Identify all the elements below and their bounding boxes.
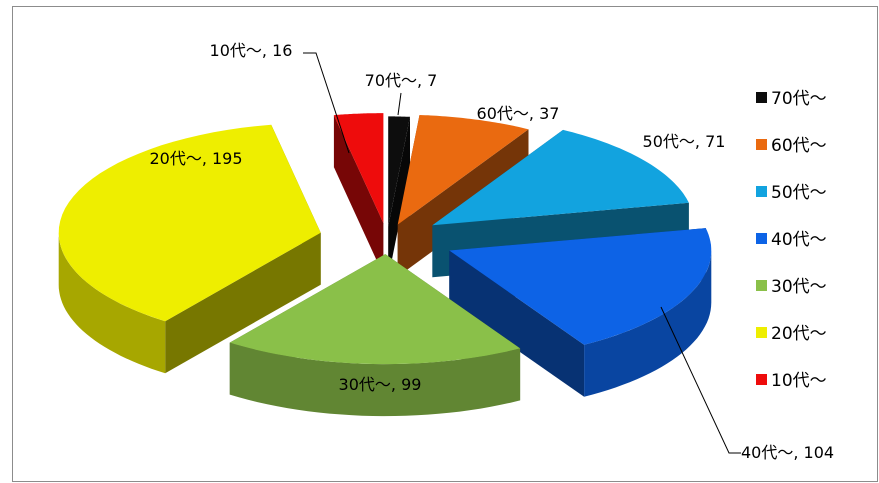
legend-label-s10: 10代～	[771, 371, 827, 391]
legend-swatch-s70	[756, 92, 767, 103]
pie-chart: 70代～, 7 60代～, 37 50代～, 71 40代～, 104 30代～, 99…	[58, 41, 834, 462]
pie-slice-s10-side-start	[333, 115, 384, 276]
pie-slice-s30-wall	[229, 342, 521, 417]
legend-swatch-s20	[756, 327, 767, 338]
data-label-s20: 20代～, 195	[149, 149, 242, 168]
legend-label-s50: 50代～	[771, 183, 827, 203]
legend-label-s20: 20代～	[771, 324, 827, 344]
legend-swatch-s10	[756, 374, 767, 385]
pie-slice-s40-side-end	[449, 250, 585, 397]
pie-slice-s10	[333, 113, 384, 224]
legend-label-s60: 60代～	[771, 136, 827, 156]
legend-label-s40: 40代～	[771, 230, 827, 250]
legend-swatch-s30	[756, 280, 767, 291]
pie-slice-s30	[229, 254, 521, 365]
data-label-s50: 50代～, 71	[643, 132, 726, 151]
pie-slice-s40	[449, 228, 712, 345]
data-label-s30: 30代～, 99	[339, 375, 422, 394]
legend-label-s30: 30代～	[771, 277, 827, 297]
data-label-s10: 10代～, 16	[210, 41, 293, 60]
pie-slice-s20-side-start	[165, 232, 321, 374]
leader-line-s10	[303, 52, 350, 154]
data-label-s40: 40代～, 104	[741, 443, 834, 462]
data-label-s60: 60代～, 37	[477, 104, 560, 123]
pie-slice-s40-wall	[584, 250, 712, 397]
pie-slice-s50	[432, 129, 689, 226]
pie-slice-s20-wall	[58, 232, 166, 374]
legend: 70代～ 60代～ 50代～ 40代～ 30代～ 20代～ 10代～	[756, 89, 827, 391]
pie-slice-s70	[388, 116, 410, 227]
pie-slice-s20	[58, 124, 321, 322]
pie-slice-s60	[397, 115, 529, 225]
data-label-s70: 70代～, 7	[365, 71, 438, 90]
legend-swatch-s40	[756, 233, 767, 244]
legend-label-s70: 70代～	[771, 89, 827, 109]
leader-line-s40	[660, 306, 741, 454]
legend-swatch-s50	[756, 186, 767, 197]
pie-slice-s70-side-end	[388, 116, 410, 279]
leader-lines	[303, 52, 741, 454]
legend-swatch-s60	[756, 139, 767, 150]
data-labels: 70代～, 7 60代～, 37 50代～, 71 40代～, 104 30代～, 99…	[149, 41, 834, 462]
chart-area: 70代～, 7 60代～, 37 50代～, 71 40代～, 104 30代～, 99…	[12, 6, 878, 482]
leader-line-s70	[397, 92, 402, 116]
pie-top-layer	[58, 113, 712, 365]
